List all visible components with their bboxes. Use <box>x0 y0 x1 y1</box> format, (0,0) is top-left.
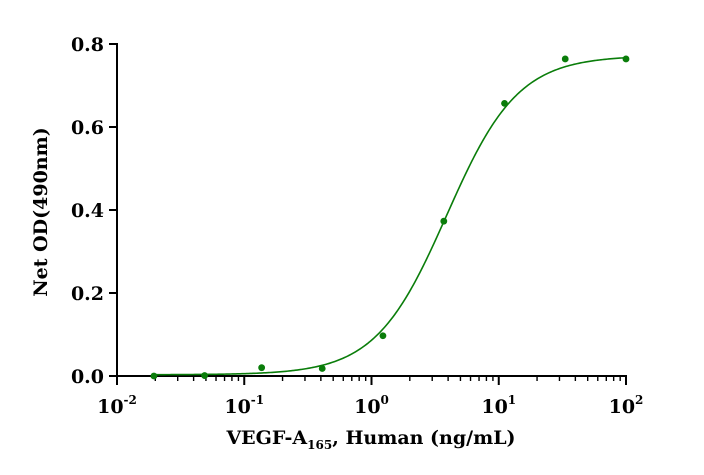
data-point-1 <box>201 372 209 379</box>
y-tick-label: 0.6 <box>71 117 104 139</box>
data-point-8 <box>622 55 630 63</box>
axes <box>116 43 627 377</box>
x-axis-title-rest: , Human (ng/mL) <box>332 427 515 449</box>
y-tick-label: 0.2 <box>71 283 104 305</box>
x-axis-title: VEGF-A165, Human (ng/mL) <box>225 427 515 452</box>
data-point-2 <box>258 364 266 372</box>
y-tick-label: 0.0 <box>71 366 104 388</box>
x-tick-label: 10-2 <box>97 393 137 418</box>
x-axis-title-main: VEGF-A <box>225 427 307 449</box>
x-tick-label: 10-1 <box>224 393 264 418</box>
x-ticks: 10-2 10-1 100 101 102 <box>97 376 643 418</box>
data-point-5 <box>440 217 448 225</box>
y-axis-title: Net OD(490nm) <box>30 127 52 296</box>
data-point-7 <box>561 55 569 63</box>
x-axis-title-subscript: 165 <box>307 438 332 452</box>
data-point-4 <box>379 332 387 340</box>
y-tick-label: 0.4 <box>71 200 104 222</box>
y-tick-label: 0.8 <box>71 34 104 56</box>
data-point-3 <box>318 365 326 372</box>
y-ticks: 0.0 0.2 0.4 0.6 0.8 <box>71 34 117 388</box>
x-tick-label: 101 <box>481 393 516 418</box>
x-tick-label: 100 <box>354 393 389 418</box>
data-point-6 <box>501 99 508 107</box>
x-tick-label: 102 <box>609 393 644 418</box>
data-point-0 <box>150 372 158 380</box>
fit-curve <box>153 56 627 376</box>
data-points <box>150 55 630 380</box>
